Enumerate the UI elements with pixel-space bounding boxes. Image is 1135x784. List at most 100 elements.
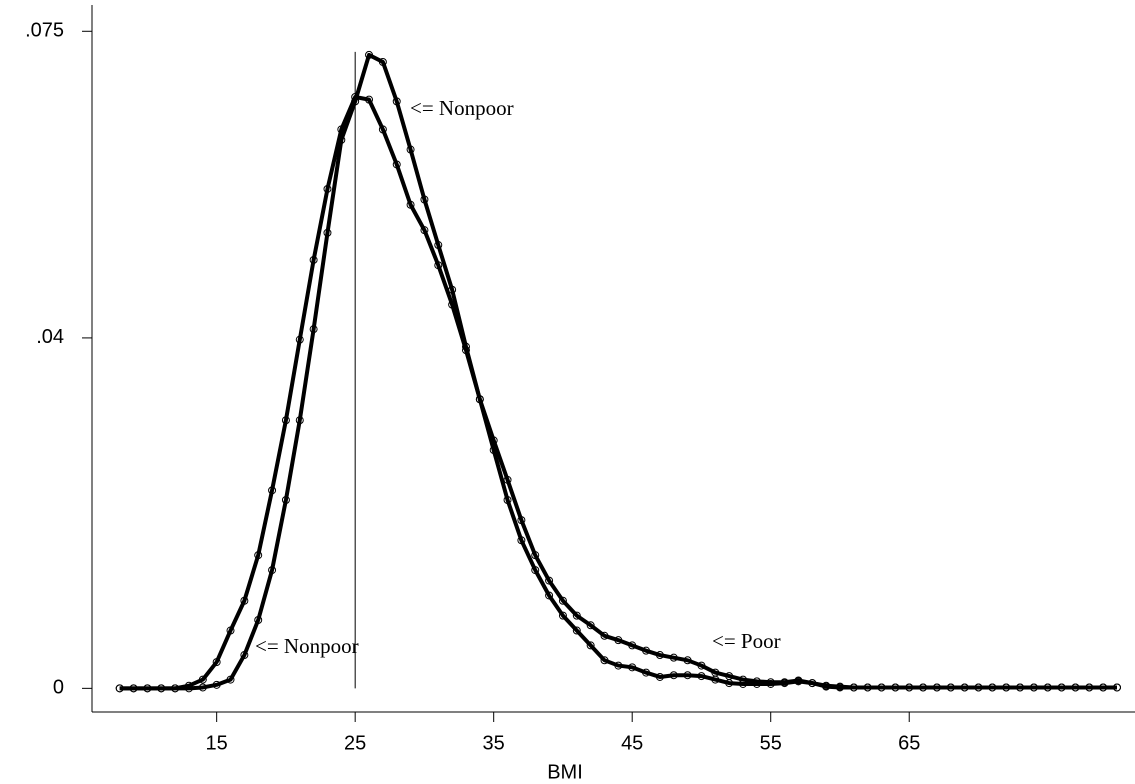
density-marker — [572, 626, 581, 635]
density-marker — [1043, 683, 1052, 692]
y-tick-label: .04 — [36, 326, 64, 348]
density-marker — [1085, 683, 1094, 692]
density-marker — [877, 683, 886, 692]
density-marker — [752, 679, 761, 688]
density-marker — [420, 195, 429, 204]
density-marker — [115, 684, 124, 693]
density-marker — [295, 335, 304, 344]
annotation: <= Nonpoor — [410, 96, 514, 120]
density-marker — [212, 658, 221, 667]
density-marker — [129, 684, 138, 693]
density-marker — [835, 683, 844, 692]
y-tick-label: 0 — [53, 677, 64, 699]
density-marker — [268, 486, 277, 495]
density-marker — [683, 671, 692, 680]
density-marker — [434, 261, 443, 270]
density-marker — [614, 661, 623, 670]
density-marker — [780, 679, 789, 688]
density-marker — [1029, 683, 1038, 692]
density-marker — [1016, 683, 1025, 692]
density-marker — [240, 596, 249, 605]
density-marker — [503, 495, 512, 504]
density-marker — [268, 566, 277, 575]
density-marker — [1099, 683, 1108, 692]
density-marker — [600, 631, 609, 640]
density-marker — [254, 616, 263, 625]
density-marker — [517, 516, 526, 525]
density-marker — [558, 611, 567, 620]
density-marker — [365, 50, 374, 59]
density-marker — [586, 641, 595, 650]
density-marker — [475, 395, 484, 404]
density-marker — [642, 646, 651, 655]
density-marker — [1002, 683, 1011, 692]
density-marker — [642, 668, 651, 677]
density-marker — [891, 683, 900, 692]
density-marker — [392, 97, 401, 106]
density-marker — [988, 683, 997, 692]
density-marker — [628, 663, 637, 672]
density-marker — [822, 682, 831, 691]
density-marker — [434, 241, 443, 250]
annotation: <= Nonpoor — [255, 634, 359, 658]
density-marker — [655, 672, 664, 681]
density-marker — [974, 683, 983, 692]
density-marker — [794, 677, 803, 686]
density-marker — [406, 200, 415, 209]
density-marker — [309, 325, 318, 334]
density-marker — [212, 680, 221, 689]
density-marker — [198, 683, 207, 692]
density-marker — [281, 416, 290, 425]
annotation: <= Poor — [712, 629, 781, 653]
density-marker — [420, 226, 429, 235]
x-tick-label: 15 — [206, 732, 228, 754]
x-tick-label: 35 — [483, 732, 505, 754]
density-marker — [351, 92, 360, 101]
x-tick-label: 25 — [344, 732, 366, 754]
density-marker — [655, 651, 664, 660]
density-marker — [946, 683, 955, 692]
density-marker — [849, 683, 858, 692]
density-marker — [905, 683, 914, 692]
density-marker — [531, 566, 540, 575]
density-marker — [489, 446, 498, 455]
density-marker — [378, 57, 387, 66]
density-marker — [558, 596, 567, 605]
density-marker — [739, 679, 748, 688]
density-marker — [545, 591, 554, 600]
density-marker — [143, 684, 152, 693]
density-marker — [254, 551, 263, 560]
density-marker — [572, 611, 581, 620]
density-marker — [1057, 683, 1066, 692]
density-marker — [919, 683, 928, 692]
y-tick-label: .075 — [25, 20, 64, 42]
density-marker — [295, 416, 304, 425]
density-line — [119, 94, 1117, 691]
density-marker — [226, 675, 235, 684]
density-marker — [392, 160, 401, 169]
density-marker — [461, 346, 470, 355]
density-marker — [766, 679, 775, 688]
density-marker — [808, 679, 817, 688]
density-marker — [198, 675, 207, 684]
x-tick-label: 55 — [760, 732, 782, 754]
density-marker — [365, 95, 374, 104]
x-tick-label: 65 — [898, 732, 920, 754]
density-marker — [600, 656, 609, 665]
density-marker — [309, 255, 318, 264]
density-marker — [226, 626, 235, 635]
density-marker — [669, 671, 678, 680]
density-marker — [669, 653, 678, 662]
density-marker — [448, 300, 457, 309]
density-marker — [1071, 683, 1080, 692]
density-marker — [932, 683, 941, 692]
density-marker — [323, 184, 332, 193]
x-axis-label: BMI — [547, 761, 583, 783]
density-marker — [240, 651, 249, 660]
density-marker — [725, 679, 734, 688]
density-marker — [683, 656, 692, 665]
density-marker — [184, 681, 193, 690]
density-marker — [406, 145, 415, 154]
density-marker — [503, 475, 512, 484]
density-marker — [711, 675, 720, 684]
